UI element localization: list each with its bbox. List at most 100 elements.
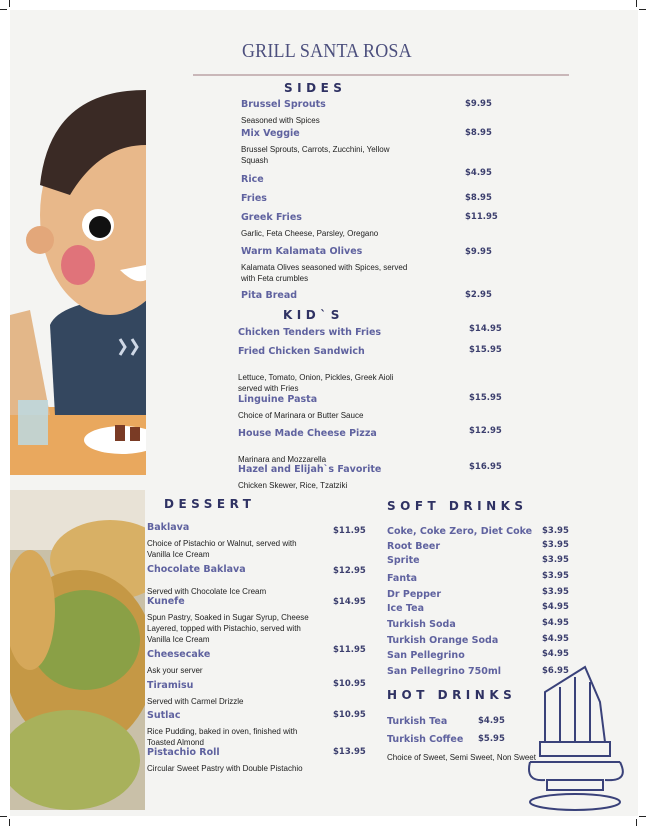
crop-mark (639, 9, 646, 10)
item-price: $8.95 (465, 193, 492, 203)
item-price: $10.95 (333, 710, 366, 720)
item-price: $8.95 (465, 128, 492, 138)
menu-item: Fanta (387, 573, 537, 585)
menu-item: San Pellegrino 750ml (387, 666, 537, 678)
item-price: $11.95 (333, 645, 366, 655)
item-price: $14.95 (469, 324, 502, 334)
item-price: $4.95 (542, 634, 569, 644)
item-name: Rice (241, 174, 264, 185)
kids-heading: KID`S (283, 308, 344, 322)
item-description: Served with Chocolate Ice Cream (147, 587, 267, 596)
item-name: House Made Cheese Pizza (238, 428, 377, 439)
crop-mark (639, 816, 646, 817)
item-name: Coke, Coke Zero, Diet Coke (387, 526, 533, 537)
menu-item: Hazel and Elijah`s Favorite Chicken Skewe… (238, 464, 403, 491)
menu-item: Turkish Soda (387, 619, 537, 631)
item-price: $3.95 (542, 540, 569, 550)
menu-item: Greek Fries Garlic, Feta Cheese, Parsley,… (241, 212, 416, 239)
menu-item: Turkish Coffee (387, 734, 477, 746)
item-description: Lettuce, Tomato, Onion, Pickles, Greek A… (238, 373, 394, 393)
menu-item: Brussel Sprouts Seasoned with Spices (241, 99, 416, 126)
menu-item: Cheesecake Ask your server (147, 649, 317, 676)
item-price: $4.95 (542, 602, 569, 612)
column-illustration (528, 665, 624, 811)
dessert-heading: DESSERT (164, 497, 256, 511)
item-description: Choice of Pistachio or Walnut, served wi… (147, 539, 297, 559)
menu-item: Linguine Pasta Choice of Marinara or Butt… (238, 394, 403, 421)
menu-item: Rice (241, 174, 416, 186)
item-price: $6.95 (542, 666, 569, 676)
item-price: $10.95 (333, 679, 366, 689)
restaurant-title: GRILL SANTA ROSA (242, 40, 412, 62)
item-price: $11.95 (465, 212, 498, 222)
item-name: Kunefe (147, 596, 185, 607)
item-name: Brussel Sprouts (241, 99, 326, 110)
item-name: Fanta (387, 573, 418, 584)
menu-item: Dr Pepper (387, 589, 537, 601)
item-name: Pistachio Roll (147, 747, 220, 758)
item-price: $15.95 (469, 393, 502, 403)
item-description: Garlic, Feta Cheese, Parsley, Oregano (241, 229, 379, 238)
item-name: Pita Bread (241, 290, 298, 301)
menu-item: Turkish Tea (387, 716, 477, 728)
menu-item: Pistachio Roll Circular Sweet Pastry with… (147, 747, 317, 774)
crop-mark (636, 819, 637, 826)
item-description: Chicken Skewer, Rice, Tzatziki (238, 481, 348, 490)
item-name: Linguine Pasta (238, 394, 318, 405)
item-price: $4.95 (465, 168, 492, 178)
item-name: Sprite (387, 555, 420, 566)
item-price: $2.95 (465, 290, 492, 300)
item-name: San Pellegrino 750ml (387, 666, 502, 677)
menu-item: Coke, Coke Zero, Diet Coke (387, 526, 537, 538)
item-description: Choice of Marinara or Butter Sauce (238, 411, 364, 420)
item-name: Turkish Soda (387, 619, 456, 630)
item-description: Spun Pastry, Soaked in Sugar Syrup, Chee… (147, 613, 309, 644)
item-price: $9.95 (465, 247, 492, 257)
item-price: $4.95 (542, 618, 569, 628)
item-price: $14.95 (333, 597, 366, 607)
item-name: Turkish Tea (387, 716, 448, 727)
hot-drinks-heading: HOT DRINKS (387, 688, 517, 702)
menu-item: Sprite (387, 555, 537, 567)
menu-item: Pita Bread (241, 290, 416, 302)
crop-mark (0, 816, 7, 817)
item-description: Served with Carmel Drizzle (147, 697, 244, 706)
menu-item: Turkish Orange Soda (387, 635, 537, 647)
title-divider (193, 74, 569, 76)
menu-item: House Made Cheese Pizza Marinara and Mozz… (238, 428, 403, 465)
sides-heading: SIDES (284, 81, 347, 95)
hot-drinks-note: Choice of Sweet, Semi Sweet, Non Sweet (387, 753, 536, 762)
menu-item: Chicken Tenders with Fries (238, 327, 403, 339)
item-description: Kalamata Olives seasoned with Spices, se… (241, 263, 408, 283)
baklava-photo (10, 490, 145, 810)
item-name: Mix Veggie (241, 128, 300, 139)
item-price: $11.95 (333, 526, 366, 536)
crop-mark (636, 0, 637, 7)
menu-item: Baklava Choice of Pistachio or Walnut, se… (147, 522, 317, 560)
item-price: $4.95 (542, 649, 569, 659)
menu-item: Root Beer (387, 541, 537, 553)
item-description: Ask your server (147, 666, 203, 675)
menu-item: Fries (241, 193, 416, 205)
item-price: $15.95 (469, 345, 502, 355)
menu-item: Fried Chicken Sandwich Lettuce, Tomato, O… (238, 346, 403, 394)
item-price: $12.95 (469, 426, 502, 436)
item-price: $4.95 (478, 716, 505, 726)
item-price: $13.95 (333, 747, 366, 757)
item-name: Fried Chicken Sandwich (238, 346, 365, 357)
menu-item: San Pellegrino (387, 650, 537, 662)
menu-item: Ice Tea (387, 603, 537, 615)
item-description: Circular Sweet Pastry with Double Pistac… (147, 764, 303, 773)
crop-mark (9, 819, 10, 826)
item-name: Turkish Orange Soda (387, 635, 499, 646)
item-name: Root Beer (387, 541, 441, 552)
menu-item: Tiramisu Served with Carmel Drizzle (147, 680, 317, 707)
item-name: Turkish Coffee (387, 734, 464, 745)
crop-mark (9, 0, 10, 7)
item-price: $12.95 (333, 566, 366, 576)
soft-drinks-heading: SOFT DRINKS (387, 499, 528, 513)
item-name: Tiramisu (147, 680, 194, 691)
item-price: $3.95 (542, 526, 569, 536)
item-name: Dr Pepper (387, 589, 442, 600)
item-name: Hazel and Elijah`s Favorite (238, 464, 382, 475)
